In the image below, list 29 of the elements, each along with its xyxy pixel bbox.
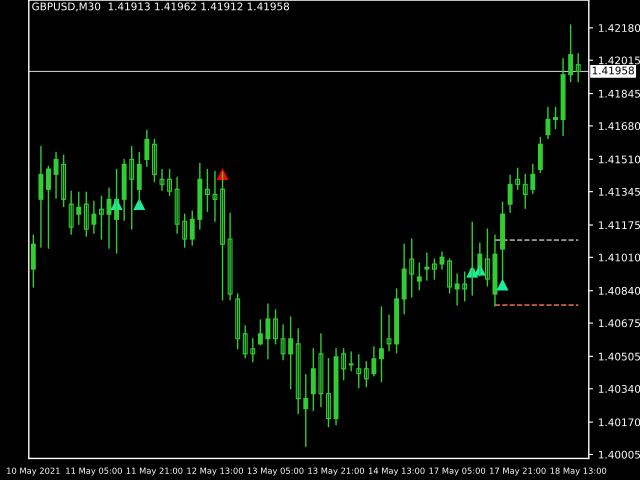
x-tick-label: 11 May 05:00: [66, 468, 122, 476]
y-tick-label: 1.42180: [598, 24, 640, 32]
x-tick-label: 13 May 21:00: [308, 468, 364, 476]
point: [496, 279, 508, 291]
x-tick-label: 17 May 05:00: [429, 468, 486, 476]
y-tick-label: 1.40170: [598, 418, 640, 426]
candlestick: [99, 196, 104, 240]
y-tick-label: 1.41845: [598, 90, 640, 98]
y-tick-label: 1.40840: [598, 286, 640, 295]
y-tick-label: 1.41510: [598, 156, 640, 164]
y-tick-label: 1.40675: [598, 319, 640, 328]
x-tick-label: 11 May 21:00: [126, 468, 182, 476]
y-tick-label: 1.41680: [598, 122, 640, 130]
y-tick-label: 1.40005: [598, 450, 640, 459]
y-tick-label: 1.40505: [598, 352, 640, 361]
y-tick-label: 1.41010: [598, 254, 640, 262]
chart-title: GBPUSD,M30 1.41913 1.41962 1.41912 1.41958: [32, 2, 290, 12]
x-tick-label: 18 May 13:00: [550, 468, 606, 476]
ref-line-label: 1.41958: [592, 66, 634, 74]
y-tick-label: 1.42015: [598, 56, 640, 64]
x-tick-label: 13 May 05:00: [248, 468, 304, 476]
y-tick-label: 1.40340: [598, 384, 640, 393]
x-tick-label: 14 May 13:00: [368, 468, 425, 476]
point: [134, 198, 145, 210]
x-tick-label: 12 May 13:00: [187, 468, 243, 476]
x-tick-label: 17 May 21:00: [490, 468, 546, 476]
x-tick-label: 10 May 2021: [7, 468, 60, 476]
y-tick-label: 1.41175: [598, 221, 640, 230]
y-tick-label: 1.41345: [598, 188, 640, 196]
